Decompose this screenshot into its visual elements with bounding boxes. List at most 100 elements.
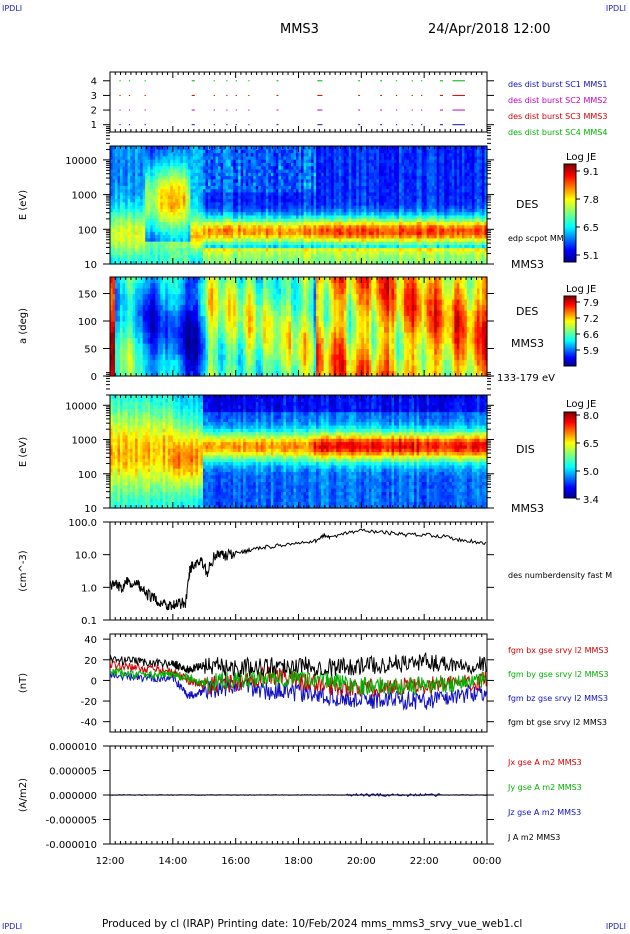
spectrogram-cell	[228, 152, 232, 157]
spectrogram-cell	[155, 218, 159, 222]
spectrogram-cell	[233, 188, 237, 193]
spectrogram-cell	[248, 214, 252, 219]
spectrogram-cell	[265, 155, 269, 160]
spectrogram-cell	[383, 172, 388, 177]
burst-ytick-label: 1	[91, 120, 97, 131]
spectrogram-cell	[406, 159, 410, 163]
spectrogram-cell	[298, 218, 302, 222]
spectrogram-cell	[215, 175, 219, 180]
spectrogram-cell	[416, 227, 420, 232]
spectrogram-cell	[343, 218, 347, 222]
spectrogram-cell	[351, 159, 355, 163]
spectrogram-cell	[210, 195, 214, 200]
spectrogram-cell	[396, 182, 400, 186]
spectrogram-cell	[225, 182, 229, 186]
spectrogram-cell	[170, 146, 174, 150]
spectrogram-cell	[391, 155, 395, 160]
spectrogram-cell	[160, 257, 164, 262]
spectrogram-cell	[275, 178, 279, 183]
spectrogram-cell	[353, 250, 357, 255]
spectrogram-cell	[424, 162, 428, 167]
spectrogram-cell	[265, 185, 269, 190]
spectrogram-cell	[147, 247, 151, 252]
spectrogram-cell	[376, 260, 380, 265]
spectrogram-cell	[444, 149, 448, 154]
spectrogram-cell	[218, 172, 222, 177]
spectrogram-cell	[358, 146, 362, 150]
spectrogram-cell	[383, 198, 388, 203]
spectrogram-cell	[298, 149, 302, 154]
spectrogram-cell	[378, 211, 383, 216]
spectrogram-cell	[338, 254, 342, 259]
spectrogram-cell	[431, 254, 435, 259]
spectrogram-cell	[243, 201, 247, 206]
spectrogram-cell	[177, 185, 181, 190]
spectrogram-cell	[110, 231, 114, 236]
spectrogram-cell	[401, 241, 405, 245]
spectrogram-cell	[152, 211, 156, 216]
spectrogram-cell	[401, 205, 405, 209]
spectrogram-cell	[295, 162, 300, 167]
spectrogram-cell	[318, 165, 322, 170]
spectrogram-cell	[142, 198, 146, 203]
spectrogram-cell	[301, 155, 305, 160]
spectrogram-cell	[394, 247, 398, 252]
spectrogram-cell	[288, 211, 292, 216]
spectrogram-cell	[409, 149, 413, 154]
spectrogram-cell	[132, 165, 136, 170]
spectrogram-cell	[331, 201, 335, 206]
spectrogram-cell	[326, 257, 330, 262]
spectrogram-cell	[240, 224, 244, 229]
spectrogram-cell	[175, 208, 179, 213]
spectrogram-cell	[285, 195, 290, 200]
spectrogram-cell	[152, 205, 156, 209]
spectrogram-cell	[243, 188, 247, 193]
spectrogram-cell	[351, 188, 355, 193]
spectrogram-cell	[426, 244, 430, 249]
spectrogram-cell	[338, 211, 342, 216]
spectrogram-cell	[290, 175, 295, 180]
spectrogram-cell	[363, 182, 367, 186]
spectrogram-cell	[323, 198, 327, 203]
spectrogram-cell	[170, 254, 174, 259]
spectrogram-cell	[371, 211, 375, 216]
spectrogram-cell	[328, 254, 332, 259]
spectrogram-cell	[404, 254, 408, 259]
spectrogram-cell	[220, 159, 224, 163]
spectrogram-cell	[110, 227, 114, 232]
spectrogram-cell	[353, 149, 357, 154]
spectrogram-cell	[132, 214, 136, 219]
spectrogram-cell	[248, 218, 252, 222]
spectrogram-cell	[132, 250, 136, 255]
spectrogram-cell	[316, 254, 320, 259]
spectrogram-cell	[404, 168, 408, 173]
spectrogram-cell	[270, 234, 274, 239]
spectrogram-cell	[316, 237, 320, 242]
spectrogram-cell	[411, 165, 415, 170]
spectrogram-cell	[288, 168, 292, 173]
spectrogram-cell	[301, 182, 305, 186]
spectrogram-cell	[195, 198, 199, 203]
spectrogram-cell	[243, 221, 247, 226]
spectrogram-cell	[361, 168, 365, 173]
spectrogram-cell	[175, 165, 179, 170]
spectrogram-cell	[273, 182, 277, 186]
spectrogram-cell	[192, 185, 197, 190]
spectrogram-cell	[160, 191, 164, 196]
spectrogram-cell	[436, 214, 440, 219]
spectrogram-cell	[115, 182, 119, 186]
spectrogram-cell	[343, 208, 347, 213]
spectrogram-cell	[399, 237, 403, 242]
spectrogram-cell	[140, 149, 144, 154]
spectrogram-cell	[175, 149, 179, 154]
spectrogram-cell	[160, 205, 164, 209]
spectrogram-cell	[348, 195, 352, 200]
spectrogram-cell	[230, 146, 234, 150]
spectrogram-cell	[127, 254, 131, 259]
spectrogram-cell	[155, 201, 159, 206]
spectrogram-cell	[363, 201, 367, 206]
spectrogram-cell	[187, 211, 192, 216]
spectrogram-cell	[431, 224, 435, 229]
spectrogram-cell	[137, 257, 141, 262]
spectrogram-cell	[429, 247, 433, 252]
